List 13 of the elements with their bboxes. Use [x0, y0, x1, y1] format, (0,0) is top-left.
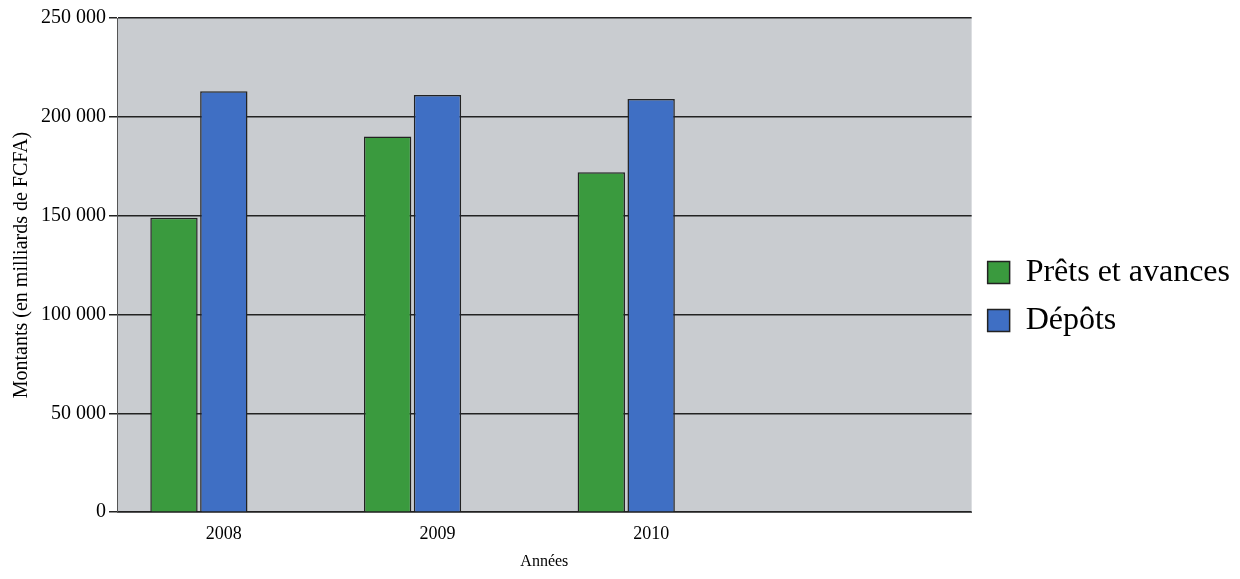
y-tick-label: 200 000: [41, 104, 106, 127]
y-tick-label: 0: [96, 499, 106, 522]
x-tick-label: 2009: [419, 522, 456, 543]
y-tick-label: 250 000: [41, 5, 106, 28]
y-axis-title: Montants (en milliards de FCFA): [9, 131, 33, 399]
y-tick-label: 150 000: [41, 202, 106, 225]
x-tick-label: 2010: [633, 522, 670, 543]
x-tick-label: 2008: [205, 522, 242, 543]
legend-label: Dépôts: [1025, 299, 1117, 336]
legend-label: Prêts et avances: [1025, 251, 1230, 288]
y-tick-label: 50 000: [51, 400, 106, 423]
y-tick-label: 100 000: [41, 301, 106, 324]
x-axis-title: Années: [520, 551, 569, 569]
